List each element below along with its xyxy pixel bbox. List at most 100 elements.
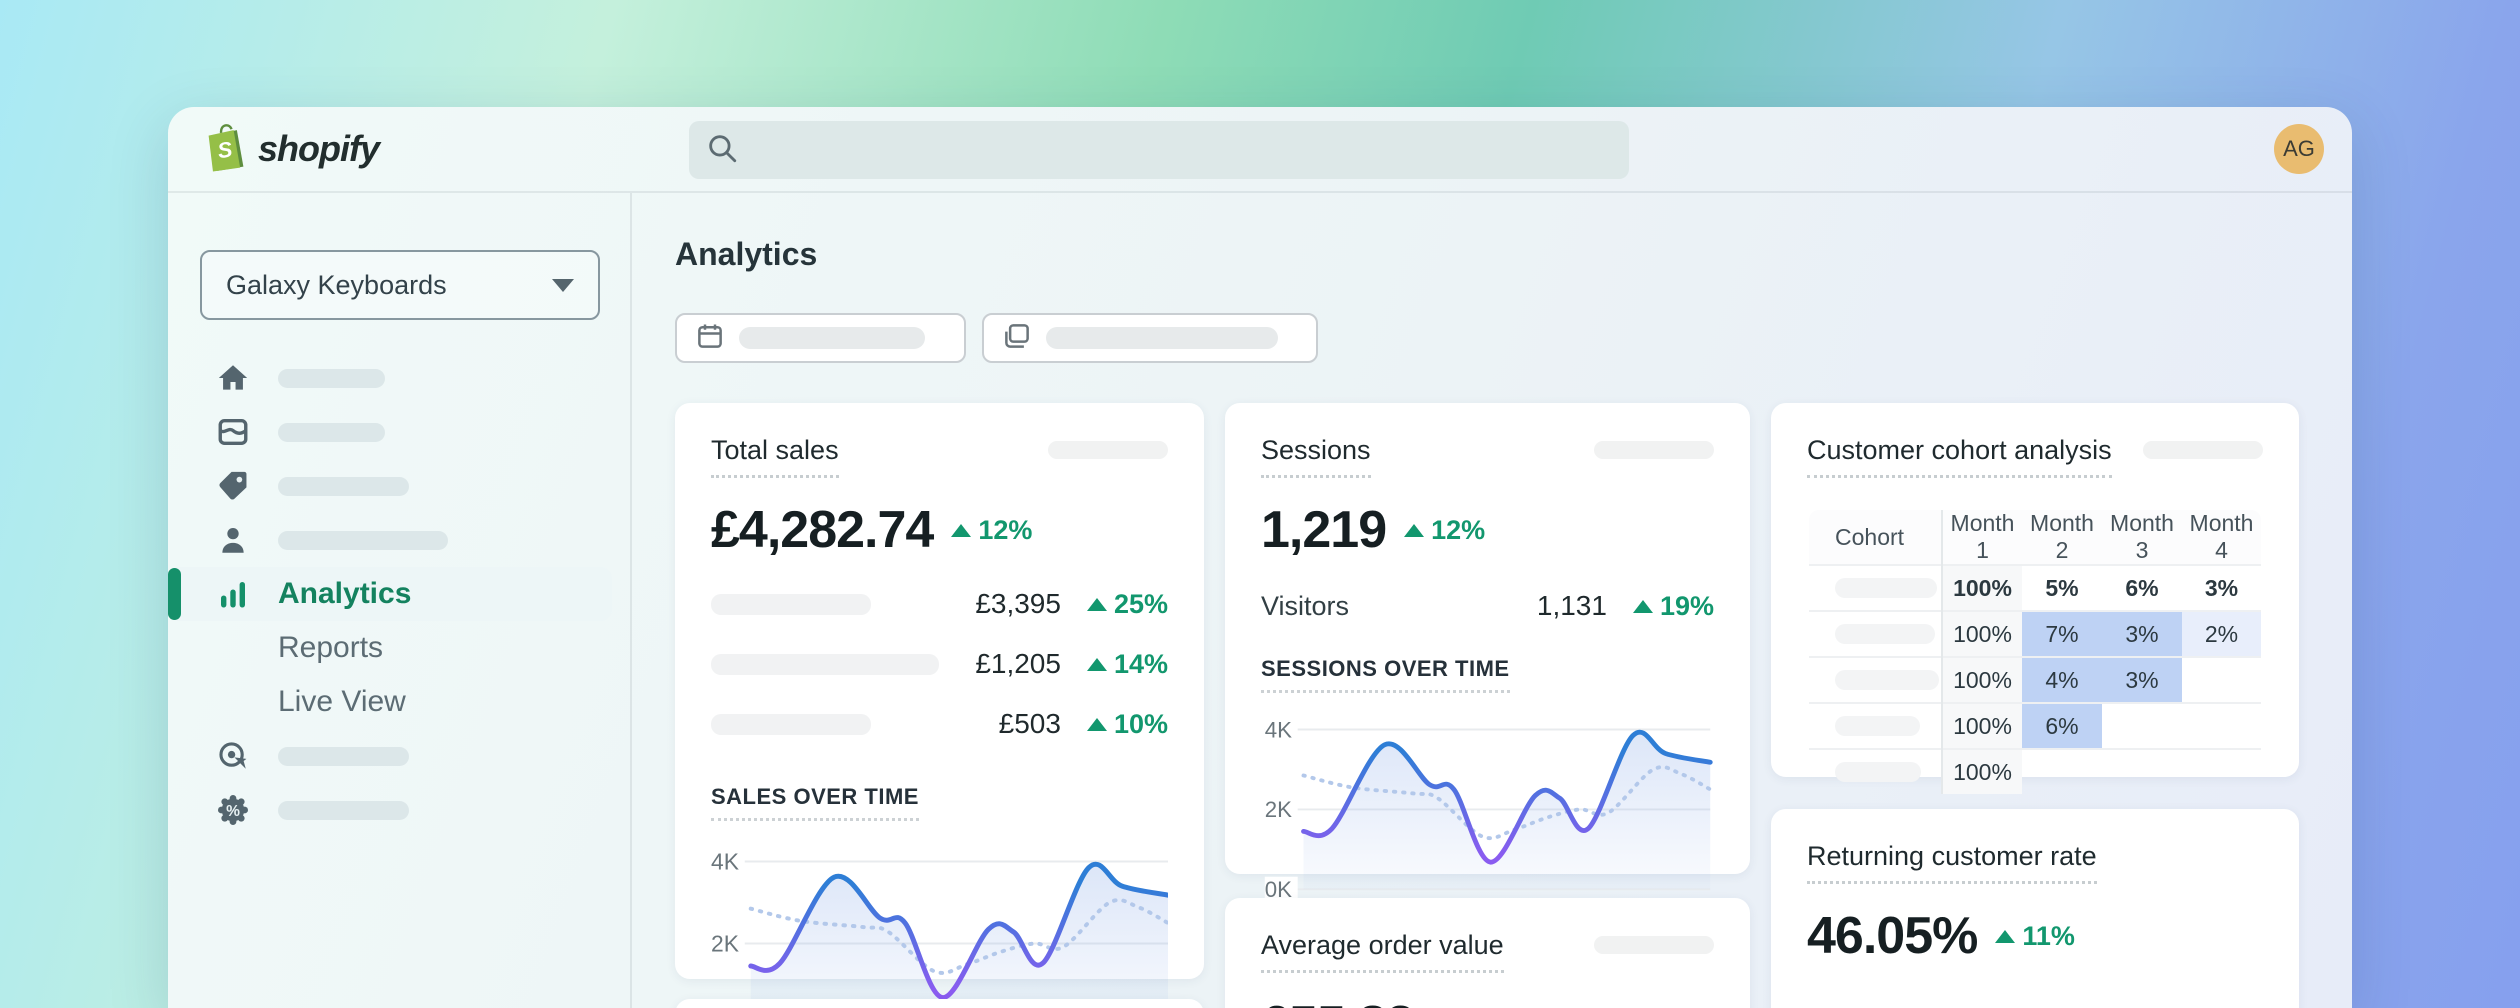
sidebar-item-analytics[interactable]: Analytics (168, 567, 612, 621)
svg-text:2K: 2K (711, 930, 739, 956)
aov-title: Average order value (1261, 930, 1504, 973)
sidebar: Galaxy Keyboards (168, 193, 632, 1008)
trend-up-icon (1087, 718, 1107, 731)
cohort-value-cell (2102, 749, 2182, 795)
total-sales-card: Total sales £4,282.74 12% £3,395 25% (675, 403, 1204, 979)
person-icon (215, 522, 251, 558)
cohort-name-skeleton-cell (1808, 565, 1942, 611)
cohort-table-header: Cohort Month 1 Month 2 Month 3 Month 4 (1808, 509, 2262, 565)
home-icon (215, 360, 251, 396)
card-header-skeleton (1048, 441, 1168, 459)
sidebar-item-discounts[interactable]: % (168, 783, 616, 837)
cohort-value-cell (2102, 703, 2182, 749)
sidebar-item-live-view-label: Live View (278, 685, 406, 719)
svg-text:%: % (226, 803, 240, 820)
search-input[interactable] (689, 121, 1629, 179)
average-order-value-card: Average order value £55.83 12% (1225, 898, 1750, 1008)
sessions-value: 1,219 (1261, 500, 1386, 560)
sidebar-item-reports[interactable]: Reports (168, 621, 616, 675)
cohort-value-cell: 7% (2022, 611, 2102, 657)
cohort-row: 100% 5% 6% 3% (1808, 565, 2262, 611)
page-title: Analytics (675, 236, 2352, 273)
sales-over-time-chart: 4K2K0K (711, 843, 1168, 1008)
compare-date-picker-button[interactable] (982, 313, 1318, 363)
card-header-skeleton (2143, 441, 2263, 459)
breakdown-row: £503 10% (711, 708, 1168, 740)
sidebar-item-live-view[interactable]: Live View (168, 675, 616, 729)
trend-up-icon (951, 524, 971, 537)
svg-text:4K: 4K (711, 848, 739, 874)
marketing-target-icon (215, 738, 251, 774)
cohort-col-header: Month 1 (1942, 509, 2022, 565)
user-avatar[interactable]: AG (2274, 124, 2324, 174)
nav-skeleton (278, 747, 409, 766)
row-change: 25% (1087, 589, 1168, 620)
orders-icon (215, 414, 251, 450)
visitors-row: Visitors 1,131 19% (1261, 590, 1714, 622)
topbar: S shopify AG (168, 107, 2352, 193)
sidebar-item-products[interactable] (168, 459, 616, 513)
nav-skeleton (278, 369, 385, 388)
shopify-logo[interactable]: S shopify (204, 122, 379, 177)
filter-skeleton (1046, 327, 1278, 349)
chevron-down-icon (552, 279, 574, 292)
visitors-change: 19% (1633, 591, 1714, 622)
sidebar-item-home[interactable] (168, 351, 616, 405)
row-value: £3,395 (975, 588, 1061, 620)
total-sales-value: £4,282.74 (711, 500, 933, 560)
breakdown-row: £1,205 14% (711, 648, 1168, 680)
cohort-value-cell (2182, 657, 2262, 703)
trend-up-icon (1404, 524, 1424, 537)
shopify-bag-icon: S (204, 122, 248, 177)
aov-value: £55.83 (1261, 995, 1414, 1008)
row-label-skeleton (711, 654, 939, 675)
calendar-icon (695, 321, 725, 356)
cohort-value-cell: 2% (2182, 611, 2262, 657)
sessions-change: 12% (1404, 515, 1485, 546)
partial-card (675, 999, 1204, 1008)
cohort-value-cell: 6% (2102, 565, 2182, 611)
cohort-value-cell: 3% (2102, 657, 2182, 703)
cohort-col-header: Month 2 (2022, 509, 2102, 565)
sales-breakdown: £3,395 25% £1,205 14% £503 10% (711, 588, 1168, 740)
returning-rate-value: 46.05% (1807, 906, 1977, 966)
date-range-picker-button[interactable] (675, 313, 966, 363)
sidebar-item-marketing[interactable] (168, 729, 616, 783)
cohort-name-skeleton-cell (1808, 611, 1942, 657)
cohort-row: 100% (1808, 749, 2262, 795)
filter-bar (675, 313, 2352, 363)
cohort-value-cell (2022, 749, 2102, 795)
row-value: £503 (999, 708, 1061, 740)
cohort-value-cell: 100% (1942, 565, 2022, 611)
cohort-analysis-card: Customer cohort analysis Cohort Month 1 Mo… (1771, 403, 2299, 777)
cohort-value-cell: 100% (1942, 611, 2022, 657)
cohort-value-cell: 4% (2022, 657, 2102, 703)
main-content: Analytics (632, 193, 2352, 1008)
trend-up-icon (1087, 598, 1107, 611)
cohort-value-cell: 100% (1942, 657, 2022, 703)
store-selector[interactable]: Galaxy Keyboards (200, 250, 600, 320)
sidebar-item-customers[interactable] (168, 513, 616, 567)
tag-icon (215, 468, 251, 504)
cohort-col-header: Month 3 (2102, 509, 2182, 565)
cohort-table: Cohort Month 1 Month 2 Month 3 Month 4 100% 5… (1807, 508, 2263, 796)
nav-skeleton (278, 477, 409, 496)
sessions-title: Sessions (1261, 435, 1371, 478)
cohort-value-cell: 100% (1942, 749, 2022, 795)
cohort-col-header: Cohort (1808, 509, 1942, 565)
cohort-name-skeleton-cell (1808, 749, 1942, 795)
svg-text:0K: 0K (1265, 877, 1292, 899)
cohort-value-cell: 6% (2022, 703, 2102, 749)
cohort-value-cell (2182, 703, 2262, 749)
trend-up-icon (1995, 930, 2015, 943)
calendar-compare-icon (1002, 321, 1032, 356)
svg-text:2K: 2K (1265, 797, 1292, 822)
brand-wordmark: shopify (258, 128, 379, 170)
cohort-row: 100% 4% 3% (1808, 657, 2262, 703)
cohort-col-header: Month 4 (2182, 509, 2262, 565)
total-sales-title: Total sales (711, 435, 839, 478)
sessions-card: Sessions 1,219 12% Visitors 1,131 19% SES… (1225, 403, 1750, 874)
returning-rate-change: 11% (1995, 921, 2075, 952)
sidebar-item-orders[interactable] (168, 405, 616, 459)
cohort-name-skeleton-cell (1808, 657, 1942, 703)
